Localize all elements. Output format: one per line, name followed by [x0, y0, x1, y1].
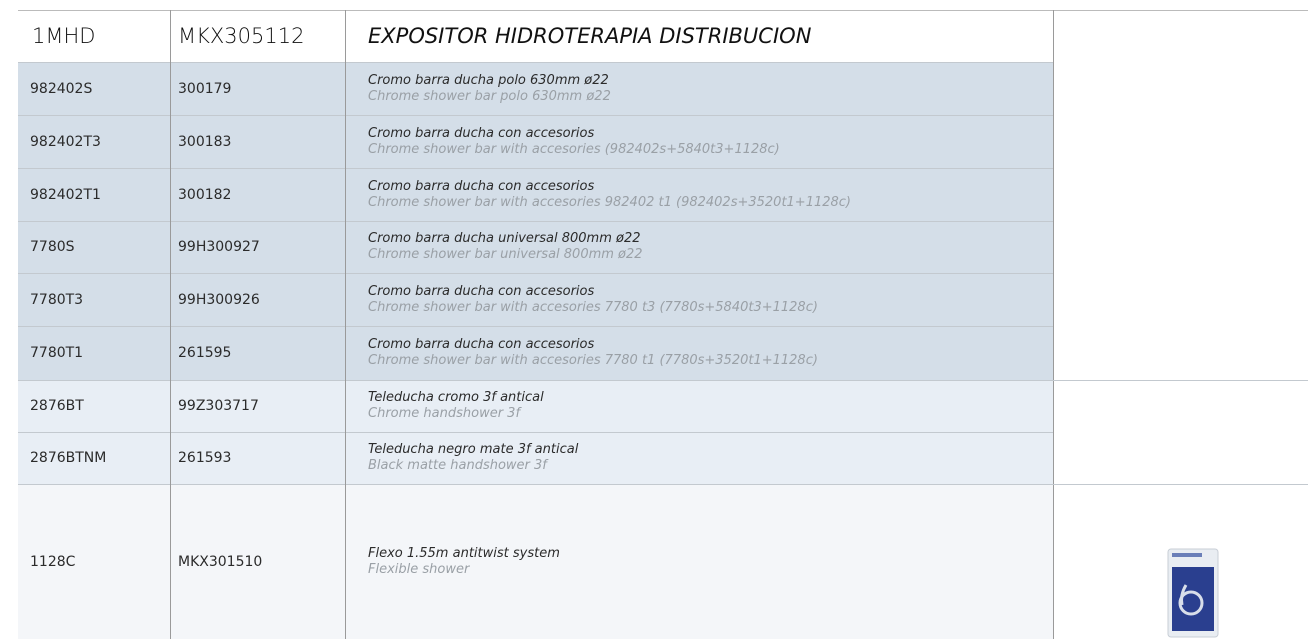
item-description: Cromo barra ducha con accesorios Chrome s…: [345, 115, 1053, 168]
product-image: [1167, 548, 1219, 638]
row-background: [18, 115, 1053, 168]
item-description: Cromo barra ducha con accesorios Chrome s…: [345, 326, 1053, 380]
description-es: Cromo barra ducha con accesorios: [368, 178, 595, 194]
description-en: Chrome shower bar polo 630mm ø22: [368, 88, 611, 104]
row-rule: [18, 168, 1053, 169]
item-code: 982402T3: [30, 133, 101, 150]
item-ref: 300183: [178, 133, 232, 150]
item-ref: 300179: [178, 80, 232, 97]
description-en: Chrome shower bar with accesories (98240…: [368, 141, 780, 157]
description-en: Chrome handshower 3f: [368, 406, 521, 421]
row-rule: [18, 484, 1053, 485]
item-description: Cromo barra ducha universal 800mm ø22 Chr…: [345, 221, 1053, 273]
item-ref: 99Z303717: [178, 398, 259, 414]
column-divider: [1053, 10, 1054, 639]
item-code: 2876BT: [30, 398, 84, 414]
item-code: 1128C: [30, 553, 76, 570]
description-es: Cromo barra ducha con accesorios: [368, 125, 595, 141]
row-rule: [18, 221, 1053, 222]
description-en: Chrome shower bar universal 800mm ø22: [368, 247, 643, 262]
item-ref: 300182: [178, 186, 232, 203]
item-description: Flexo 1.55m antitwist system Flexible sho…: [345, 484, 1053, 639]
description-es: Teleducha negro mate 3f antical: [368, 442, 579, 457]
item-ref: 261593: [178, 450, 232, 466]
item-code: 982402T1: [30, 186, 101, 203]
row-rule: [1053, 484, 1308, 485]
header-title: EXPOSITOR HIDROTERAPIA DISTRIBUCION: [368, 24, 812, 48]
row-background: [18, 380, 1053, 432]
row-background: [18, 432, 1053, 484]
column-divider: [170, 10, 171, 639]
row-rule: [18, 432, 1053, 433]
row-background: [18, 484, 1053, 639]
row-rule: [18, 380, 1053, 381]
description-es: Flexo 1.55m antitwist system: [368, 545, 560, 561]
row-rule: [18, 273, 1053, 274]
row-rule: [18, 62, 1053, 63]
row-rule: [1053, 380, 1308, 381]
column-divider: [345, 10, 346, 639]
item-ref: MKX301510: [178, 553, 263, 570]
row-rule: [18, 115, 1053, 116]
item-ref: 99H300927: [178, 239, 260, 255]
header-ref: MKX305112: [178, 24, 305, 48]
header-code: 1MHD: [32, 24, 96, 48]
item-description: Cromo barra ducha con accesorios Chrome s…: [345, 168, 1053, 221]
row-background: [18, 273, 1053, 326]
item-description: Teleducha cromo 3f antical Chrome handsho…: [345, 380, 1053, 432]
description-en: Chrome shower bar with accesories 982402…: [368, 194, 852, 210]
description-es: Teleducha cromo 3f antical: [368, 390, 544, 405]
row-background: [18, 168, 1053, 221]
description-en: Chrome shower bar with accesories 7780 t…: [368, 299, 818, 315]
item-description: Teleducha negro mate 3f antical Black mat…: [345, 432, 1053, 484]
item-code: 7780S: [30, 239, 75, 255]
row-rule: [18, 326, 1053, 327]
row-background: [18, 221, 1053, 273]
description-en: Flexible shower: [368, 561, 470, 577]
row-background: [18, 62, 1053, 115]
item-description: Cromo barra ducha polo 630mm ø22 Chrome s…: [345, 62, 1053, 115]
item-code: 7780T1: [30, 345, 84, 361]
item-code: 7780T3: [30, 291, 84, 308]
item-code: 2876BTNM: [30, 450, 107, 466]
description-es: Cromo barra ducha con accesorios: [368, 283, 595, 299]
description-es: Cromo barra ducha polo 630mm ø22: [368, 72, 609, 88]
description-en: Black matte handshower 3f: [368, 458, 547, 473]
item-code: 982402S: [30, 80, 93, 97]
item-ref: 99H300926: [178, 291, 260, 308]
description-en: Chrome shower bar with accesories 7780 t…: [368, 353, 818, 368]
top-rule: [18, 10, 1308, 11]
description-es: Cromo barra ducha universal 800mm ø22: [368, 231, 641, 246]
item-description: Cromo barra ducha con accesorios Chrome s…: [345, 273, 1053, 326]
row-background: [18, 326, 1053, 380]
item-ref: 261595: [178, 345, 232, 361]
description-es: Cromo barra ducha con accesorios: [368, 337, 595, 352]
